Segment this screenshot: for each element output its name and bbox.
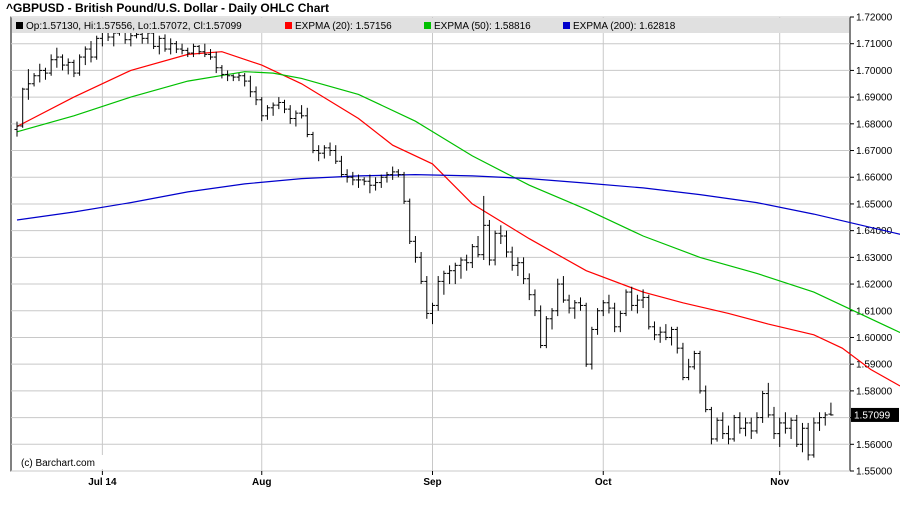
x-tick-label: Aug bbox=[252, 477, 271, 488]
plot-area bbox=[10, 16, 851, 472]
y-tick-label: 1.59000 bbox=[856, 360, 893, 371]
x-tick-label: Oct bbox=[595, 477, 612, 488]
y-tick-label: 1.55000 bbox=[856, 467, 893, 478]
last-price-label: 1.57099 bbox=[854, 410, 891, 421]
legend-label: EXPMA (50): 1.58816 bbox=[434, 21, 531, 32]
y-tick-label: 1.63000 bbox=[856, 253, 893, 264]
last-price-box bbox=[851, 407, 899, 422]
y-tick-label: 1.62000 bbox=[856, 280, 893, 291]
y-tick-label: 1.71000 bbox=[856, 39, 893, 50]
legend-label: EXPMA (20): 1.57156 bbox=[295, 21, 392, 32]
legend-swatch bbox=[563, 22, 570, 29]
y-tick-label: 1.70000 bbox=[856, 66, 893, 77]
x-tick-label: Jul 14 bbox=[88, 477, 117, 488]
legend-label: EXPMA (200): 1.62818 bbox=[573, 21, 676, 32]
y-tick-label: 1.60000 bbox=[856, 333, 893, 344]
legend-swatch bbox=[16, 22, 23, 29]
series-line bbox=[16, 173, 900, 235]
y-tick-label: 1.66000 bbox=[856, 173, 893, 184]
y-tick-label: 1.67000 bbox=[856, 146, 893, 157]
series-line bbox=[16, 71, 900, 334]
legend-label: Op:1.57130, Hi:1.57556, Lo:1.57072, Cl:1… bbox=[26, 21, 242, 32]
y-tick-label: 1.64000 bbox=[856, 226, 893, 237]
series-line bbox=[16, 51, 900, 387]
credit-box bbox=[12, 455, 104, 469]
chart-title: ^GBPUSD - British Pound/U.S. Dollar - Da… bbox=[6, 1, 330, 15]
legend-swatch bbox=[285, 22, 292, 29]
y-tick-label: 1.68000 bbox=[856, 119, 893, 130]
y-tick-label: 1.58000 bbox=[856, 386, 893, 397]
y-tick-label: 1.61000 bbox=[856, 306, 893, 317]
y-tick-label: 1.65000 bbox=[856, 199, 893, 210]
y-tick-label: 1.56000 bbox=[856, 440, 893, 451]
y-tick-label: 1.72000 bbox=[856, 13, 893, 24]
x-tick-label: Sep bbox=[423, 477, 441, 488]
credit-label: (c) Barchart.com bbox=[21, 458, 95, 469]
y-tick-label: 1.69000 bbox=[856, 93, 893, 104]
x-tick-label: Nov bbox=[770, 477, 789, 488]
legend-swatch bbox=[424, 22, 431, 29]
